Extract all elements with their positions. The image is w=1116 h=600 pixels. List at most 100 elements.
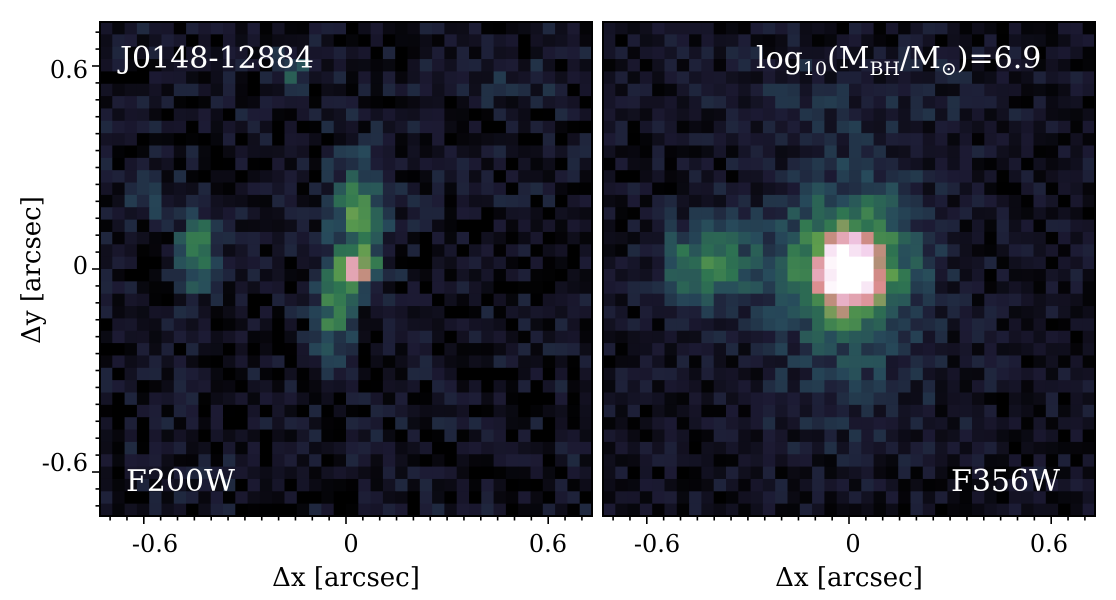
image-pixel (567, 157, 581, 171)
image-pixel (567, 380, 581, 394)
image-pixel (676, 404, 690, 418)
image-pixel (1008, 392, 1022, 406)
image-pixel (603, 22, 616, 35)
image-pixel (518, 404, 532, 418)
image-pixel (615, 417, 629, 431)
image-pixel (812, 59, 825, 72)
image-pixel (935, 59, 948, 72)
image-pixel (210, 170, 224, 184)
image-pixel (799, 207, 813, 221)
image-pixel (346, 269, 359, 282)
image-pixel (984, 256, 998, 270)
image-pixel (444, 293, 458, 307)
image-pixel (407, 231, 421, 245)
image-pixel (959, 281, 973, 295)
image-pixel (395, 244, 409, 258)
image-pixel (726, 491, 739, 505)
image-pixel (370, 194, 384, 208)
image-pixel (530, 256, 544, 270)
image-pixel (898, 96, 912, 110)
image-pixel (555, 269, 568, 282)
image-pixel (639, 145, 653, 159)
image-pixel (750, 417, 764, 431)
image-pixel (235, 466, 249, 480)
image-pixel (358, 145, 372, 159)
image-pixel (898, 318, 912, 332)
image-pixel (652, 318, 666, 332)
image-pixel (136, 417, 150, 431)
image-pixel (518, 231, 532, 245)
image-pixel (505, 71, 519, 85)
image-pixel (689, 120, 702, 134)
image-pixel (762, 108, 776, 122)
image-pixel (210, 182, 224, 196)
image-pixel (444, 83, 458, 97)
image-pixel (898, 22, 912, 35)
image-pixel (750, 491, 764, 505)
image-pixel (259, 133, 273, 147)
image-pixel (493, 404, 507, 418)
image-pixel (309, 293, 322, 307)
image-pixel (173, 380, 187, 394)
image-pixel (1021, 343, 1035, 357)
image-pixel (652, 355, 666, 369)
image-pixel (149, 269, 163, 282)
image-pixel (676, 96, 690, 110)
image-pixel (910, 478, 924, 492)
image-pixel (518, 293, 532, 307)
image-pixel (996, 454, 1010, 468)
image-pixel (407, 170, 421, 184)
image-pixel (762, 256, 776, 270)
image-pixel (444, 46, 458, 60)
image-pixel (750, 120, 764, 134)
image-pixel (567, 256, 581, 270)
image-pixel (726, 244, 739, 258)
image-pixel (530, 207, 544, 221)
image-pixel (505, 306, 519, 319)
image-pixel (836, 170, 850, 184)
image-pixel (173, 281, 187, 295)
image-pixel (223, 231, 236, 245)
image-pixel (542, 355, 556, 369)
image-pixel (676, 306, 690, 319)
image-pixel (762, 170, 776, 184)
image-pixel (1008, 59, 1022, 72)
image-pixel (627, 157, 641, 171)
image-pixel (689, 157, 702, 171)
image-pixel (713, 417, 727, 431)
image-pixel (873, 441, 887, 455)
image-pixel (567, 355, 581, 369)
image-pixel (358, 219, 372, 233)
image-pixel (407, 281, 421, 295)
image-pixel (676, 318, 690, 332)
image-pixel (469, 355, 482, 369)
image-pixel (493, 145, 507, 159)
image-pixel (836, 293, 850, 307)
image-pixel (382, 120, 396, 134)
image-pixel (136, 133, 150, 147)
image-pixel (112, 343, 126, 357)
image-pixel (493, 22, 507, 35)
image-pixel (444, 219, 458, 233)
image-pixel (689, 404, 702, 418)
image-pixel (284, 182, 298, 196)
image-pixel (284, 34, 298, 48)
image-pixel (395, 343, 409, 357)
image-pixel (370, 318, 384, 332)
image-pixel (972, 454, 985, 468)
image-pixel (235, 306, 249, 319)
image-pixel (639, 83, 653, 97)
image-pixel (935, 133, 948, 147)
image-pixel (186, 417, 199, 431)
image-pixel (358, 244, 372, 258)
image-pixel (824, 478, 838, 492)
image-pixel (223, 392, 236, 406)
image-pixel (407, 22, 421, 35)
image-pixel (984, 34, 998, 48)
image-pixel (235, 194, 249, 208)
image-pixel (836, 478, 850, 492)
image-pixel (615, 244, 629, 258)
image-pixel (1033, 34, 1047, 48)
image-pixel (787, 194, 801, 208)
image-pixel (947, 281, 961, 295)
